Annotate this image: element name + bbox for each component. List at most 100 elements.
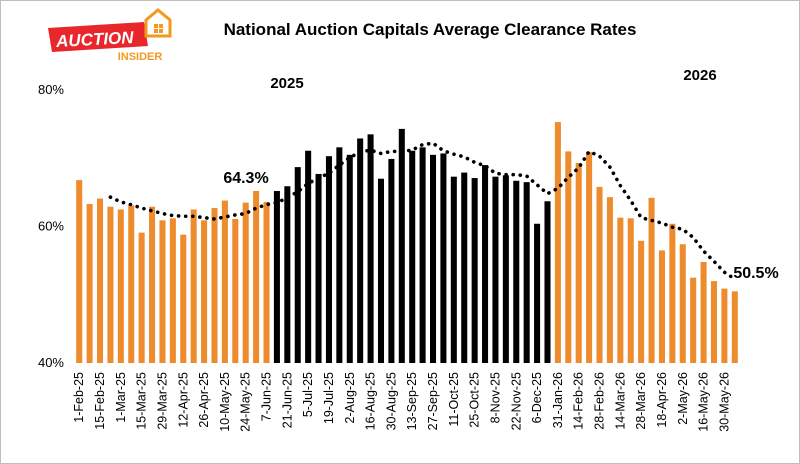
x-tick-label: 25-Oct-25: [468, 372, 482, 428]
bar: [461, 172, 468, 363]
bar: [346, 154, 353, 363]
bar: [117, 209, 124, 363]
bar: [336, 147, 343, 363]
bar: [710, 281, 718, 363]
bar: [315, 173, 322, 363]
x-tick-label: 16-May-26: [697, 372, 711, 432]
bar: [388, 158, 395, 363]
bar: [554, 122, 561, 363]
bar: [523, 182, 530, 363]
bar: [731, 291, 738, 363]
bar: [138, 232, 145, 363]
bar: [419, 147, 426, 363]
x-tick-label: 22-Nov-25: [509, 372, 523, 430]
x-tick-label: 29-Mar-25: [155, 372, 169, 430]
bar: [159, 220, 166, 363]
bar: [690, 277, 697, 363]
bar: [325, 156, 332, 363]
logo-word-auction: AUCTION: [55, 28, 135, 51]
x-tick-label: 2-Aug-25: [343, 372, 357, 423]
bar: [502, 175, 509, 363]
bar: [492, 176, 499, 363]
bar: [294, 167, 301, 363]
bar: [440, 153, 447, 363]
bar: [201, 220, 208, 363]
bar: [232, 218, 239, 363]
y-tick-label: 60%: [38, 219, 64, 234]
x-tick-label: 15-Mar-25: [135, 372, 149, 430]
bar: [430, 154, 437, 363]
bar: [97, 198, 104, 363]
bar: [180, 234, 187, 363]
x-tick-label: 30-May-26: [717, 372, 731, 432]
bar: [513, 180, 520, 363]
bar: [721, 288, 728, 363]
bar: [658, 250, 665, 363]
x-tick-label: 14-Feb-26: [572, 372, 586, 430]
x-tick-label: 19-Jul-25: [322, 372, 336, 424]
y-tick-label: 80%: [38, 82, 64, 97]
x-tick-label: 12-Apr-25: [176, 372, 190, 428]
bar: [211, 208, 218, 363]
x-tick-label: 27-Sep-25: [426, 372, 440, 430]
bar: [669, 223, 676, 363]
x-tick-label: 1-Mar-25: [114, 372, 128, 423]
bar: [700, 261, 707, 363]
bar: [273, 191, 280, 363]
auction-insider-logo: AUCTION INSIDER: [48, 8, 172, 62]
bar: [409, 150, 416, 363]
bar: [263, 201, 270, 363]
bar: [534, 223, 541, 363]
bar: [398, 128, 405, 363]
x-tick-label: 13-Sep-25: [405, 372, 419, 430]
bar: [638, 240, 645, 363]
bar: [284, 186, 291, 363]
bar: [648, 197, 655, 363]
bar: [76, 180, 83, 363]
bar-series: [76, 122, 738, 363]
annotation-mid-value: 64.3%: [223, 170, 268, 187]
x-tick-label: 11-Oct-25: [447, 372, 461, 427]
bar: [617, 217, 624, 363]
bar: [606, 197, 613, 363]
bar: [169, 218, 176, 363]
bar: [253, 191, 260, 363]
bar: [575, 163, 582, 363]
x-tick-label: 21-Jun-25: [280, 372, 294, 428]
bar: [450, 176, 457, 363]
bar: [679, 244, 686, 363]
year-label-2026: 2026: [683, 67, 716, 84]
x-tick-label: 1-Feb-25: [72, 372, 86, 423]
bar: [221, 200, 228, 363]
x-tick-label: 14-Mar-26: [613, 372, 627, 430]
x-tick-label: 24-May-25: [239, 372, 253, 432]
bar: [544, 201, 551, 363]
x-tick-label: 28-Mar-26: [634, 372, 648, 430]
x-tick-label: 26-Apr-25: [197, 372, 211, 428]
bar: [107, 206, 114, 363]
x-axis-labels: 1-Feb-25 15-Feb-25 1-Mar-25 15-Mar-25 29-Mar…: [72, 372, 731, 432]
x-tick-label: 10-May-25: [218, 372, 232, 432]
chart-title: National Auction Capitals Average Cleara…: [223, 20, 637, 39]
x-tick-label: 6-Dec-25: [530, 372, 544, 423]
x-tick-label: 31-Jan-26: [551, 372, 565, 428]
bar: [586, 152, 593, 363]
bar: [305, 150, 312, 363]
bar: [128, 205, 135, 363]
x-tick-label: 7-Jun-25: [260, 372, 274, 421]
x-tick-label: 30-Aug-25: [384, 372, 398, 430]
x-tick-label: 18-Apr-26: [655, 372, 669, 428]
trend-line: [108, 141, 737, 281]
y-tick-label: 40%: [38, 355, 64, 370]
bar: [86, 203, 93, 363]
annotation-end-value: 50.5%: [733, 265, 778, 282]
bar: [565, 151, 572, 363]
year-label-2025: 2025: [270, 75, 303, 92]
x-tick-label: 15-Feb-25: [93, 372, 107, 430]
x-tick-label: 5-Jul-25: [301, 372, 315, 417]
bar: [149, 206, 156, 363]
x-tick-label: 28-Feb-26: [593, 372, 607, 430]
y-axis: 80% 60% 40%: [38, 82, 64, 370]
bar: [242, 202, 249, 363]
